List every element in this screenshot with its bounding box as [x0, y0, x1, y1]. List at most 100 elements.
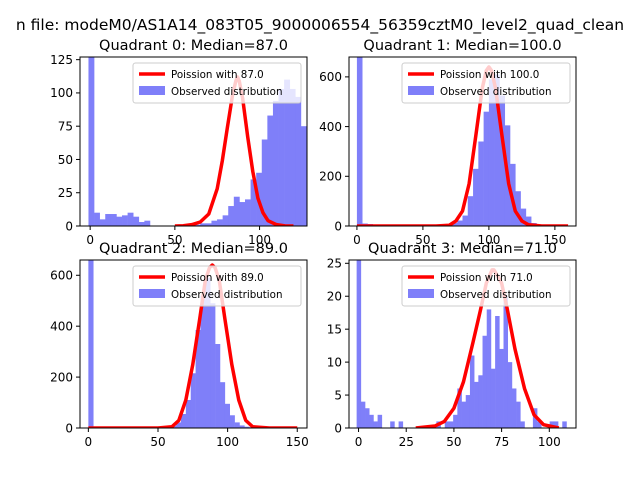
y-tick-label: 75 — [58, 119, 73, 133]
y-tick-label: 15 — [327, 322, 342, 336]
histogram-bar — [562, 421, 567, 428]
histogram-bar — [312, 163, 318, 226]
histogram-bar — [222, 215, 229, 226]
subplot-title: Quadrant 3: Median=71.0 — [368, 241, 557, 257]
histogram-bar — [356, 57, 363, 226]
histogram-bar — [462, 215, 469, 226]
histogram-bar — [194, 224, 201, 226]
histogram-bar — [537, 421, 542, 428]
histogram-bar — [239, 425, 245, 428]
subplot-title: Quadrant 0: Median=87.0 — [99, 38, 288, 54]
axes-frame — [348, 56, 577, 227]
histogram-bar — [549, 421, 555, 428]
histogram-bar — [295, 96, 302, 226]
histogram-bar — [515, 191, 521, 226]
histogram-bar — [200, 223, 207, 226]
legend: Poission with 87.0 Observed distribution — [132, 62, 302, 104]
histogram-bar — [318, 190, 324, 226]
histogram-bar — [461, 401, 467, 428]
histogram-bar — [94, 212, 100, 226]
subplot-quadrant-1: 0 50 100 150 0 200 400 600 Quadrant 1: Median=10… — [319, 38, 577, 247]
y-tick-label: 125 — [50, 53, 73, 67]
y-tick-label: 400 — [319, 120, 342, 134]
legend-poisson-label: Poission with 71.0 — [440, 272, 533, 284]
legend-observed-swatch — [408, 86, 434, 95]
histogram-bar — [520, 421, 525, 428]
histogram-bar — [190, 373, 196, 428]
histogram-bar — [99, 219, 106, 226]
histogram-bar — [250, 179, 257, 226]
legend-observed-label: Observed distribution — [171, 86, 283, 98]
histogram-bar — [88, 260, 94, 428]
subplot-title: Quadrant 2: Median=89.0 — [99, 241, 288, 257]
legend-observed-label: Observed distribution — [440, 86, 552, 98]
axes-frame — [79, 259, 308, 429]
y-tick-label: 20 — [327, 290, 342, 304]
histogram-bar — [360, 401, 366, 428]
x-tick-label: 50 — [446, 435, 461, 449]
histogram-bar — [478, 375, 483, 428]
x-tick-label: 0 — [86, 233, 94, 247]
histogram-bar — [144, 220, 151, 226]
histogram-bar — [200, 295, 206, 428]
legend-box — [132, 62, 302, 104]
histogram-bar — [474, 381, 479, 428]
x-tick-label: 25 — [399, 435, 414, 449]
legend-poisson-label: Poission with 89.0 — [171, 272, 264, 284]
legend-observed-swatch — [408, 289, 434, 298]
histogram-bar — [267, 115, 274, 226]
x-tick-label: 100 — [477, 233, 500, 247]
histogram-bar — [219, 382, 226, 428]
x-tick-label: 150 — [543, 233, 566, 247]
y-tick-label: 25 — [58, 186, 73, 200]
legend-observed-swatch — [139, 86, 165, 95]
histogram-bar — [525, 216, 532, 226]
y-tick-label: 0 — [65, 421, 73, 435]
histogram-bar — [229, 415, 235, 428]
legend: Poission with 89.0 Observed distribution — [132, 265, 302, 307]
histogram-bar — [516, 401, 521, 428]
histogram-bar — [244, 426, 250, 428]
histogram-bar — [138, 222, 145, 226]
x-tick-label: 75 — [494, 435, 509, 449]
histogram-bar — [234, 422, 240, 428]
histogram-bar — [520, 208, 527, 226]
subplot-quadrant-0: 0 50 100 0 25 50 75 100 125 Quadrant 0: Median=87… — [50, 38, 324, 247]
histogram-bar — [499, 95, 506, 226]
histogram-bar — [478, 141, 484, 226]
y-tick-label: 50 — [58, 153, 73, 167]
subplot-quadrant-2: 0 50 100 150 0 200 400 600 Quadrant 2: Median=89… — [50, 241, 309, 449]
histogram-bar — [110, 214, 117, 226]
histogram-bar — [210, 303, 216, 428]
histogram-bar — [467, 196, 474, 226]
x-tick-label: 50 — [167, 233, 182, 247]
histogram-bar — [300, 126, 307, 226]
histogram-bar — [205, 223, 212, 226]
histogram-bar — [444, 421, 450, 428]
poisson-curve — [88, 263, 298, 428]
histogram-bar — [448, 421, 454, 428]
histogram-bar — [272, 100, 279, 226]
histogram-bar — [482, 335, 488, 428]
y-tick-label: 5 — [334, 388, 342, 402]
y-tick-label: 400 — [50, 319, 73, 333]
histogram-bar — [127, 212, 134, 226]
x-tick-label: 50 — [150, 435, 165, 449]
legend-box — [401, 265, 571, 307]
histogram-bar — [261, 139, 268, 226]
histogram-bars — [356, 260, 567, 428]
histogram-bar — [289, 88, 296, 226]
histogram-bar — [451, 223, 458, 226]
histogram-bar — [116, 216, 123, 226]
histogram-bar — [465, 395, 471, 428]
histogram-bar — [499, 348, 504, 428]
x-tick-label: 0 — [355, 435, 363, 449]
histogram-bar — [494, 74, 500, 226]
legend-box — [132, 265, 302, 307]
histogram-bar — [122, 215, 128, 226]
histogram-bar — [390, 421, 395, 428]
histogram-bar — [180, 414, 187, 428]
figure-suptitle: n file: modeM0/AS1A14_083T05_9000006554_… — [16, 16, 624, 35]
histogram-bar — [195, 330, 201, 428]
